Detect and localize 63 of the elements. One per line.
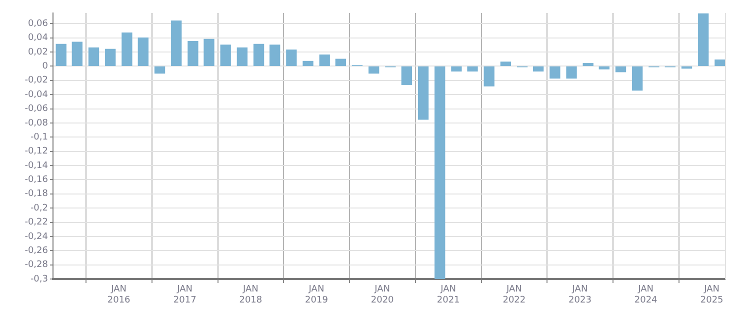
bar (484, 66, 494, 86)
bar (220, 44, 231, 66)
x-tick-label: JAN 2024 (634, 284, 658, 306)
y-tick-label: -0,06 (24, 104, 48, 114)
x-tick-label: JAN 2021 (436, 284, 460, 306)
bar (598, 66, 610, 70)
bar (335, 58, 346, 66)
x-tick-label: JAN 2019 (305, 284, 328, 306)
bar (582, 63, 594, 66)
bar (270, 44, 280, 66)
bar (714, 59, 725, 66)
y-tick-label: 0,02 (28, 47, 48, 58)
y-tick-label: 0 (42, 62, 48, 72)
x-tick-label: JAN 2025 (700, 284, 724, 306)
x-tick-label: JAN 2022 (502, 284, 526, 306)
bar (154, 66, 166, 74)
y-tick-label: -0,1 (30, 132, 48, 142)
bar (105, 48, 116, 66)
bar (632, 66, 643, 91)
y-tick-label: -0,02 (24, 76, 48, 86)
y-tick-label: -0,08 (24, 118, 48, 128)
x-tick-label: JAN 2023 (568, 284, 592, 306)
y-tick-label: -0,3 (30, 274, 48, 284)
bar (698, 13, 709, 66)
bar (550, 66, 560, 79)
y-tick-label: -0,04 (24, 90, 48, 100)
bar (451, 66, 462, 72)
bar (368, 66, 380, 74)
bar (253, 44, 264, 66)
bar (319, 54, 330, 66)
y-tick-label: -0,22 (24, 218, 48, 228)
x-tick-label: JAN 2020 (370, 284, 394, 306)
bar (418, 66, 429, 120)
x-tick-label: JAN 2017 (173, 284, 196, 306)
y-tick-label: 0,06 (28, 18, 48, 29)
bar (56, 44, 66, 66)
bar (615, 66, 626, 72)
y-tick-label: -0,14 (24, 160, 48, 171)
x-tick-label: JAN 2016 (107, 284, 131, 306)
bar (286, 50, 297, 66)
bar (500, 62, 512, 66)
y-tick-label: -0,24 (24, 232, 48, 242)
y-tick-label: -0,26 (24, 246, 48, 256)
bar (236, 47, 248, 66)
y-tick-label: -0,16 (24, 175, 48, 186)
bar (72, 42, 82, 66)
bar (138, 37, 149, 66)
bar (88, 47, 100, 66)
bar (188, 41, 198, 66)
bar (302, 60, 314, 66)
bar (401, 66, 412, 85)
y-tick-label: -0,2 (30, 203, 48, 214)
bar (533, 66, 544, 72)
x-tick-label: JAN 2018 (239, 284, 262, 306)
bar (467, 66, 478, 72)
bar (171, 20, 182, 66)
bar (122, 32, 132, 66)
y-tick-label: -0,12 (24, 146, 48, 157)
y-tick-label: 0,04 (28, 33, 48, 44)
y-tick-label: -0,18 (24, 189, 48, 200)
bar (204, 38, 214, 66)
y-tick-label: -0,28 (24, 260, 48, 270)
bar (566, 66, 577, 79)
